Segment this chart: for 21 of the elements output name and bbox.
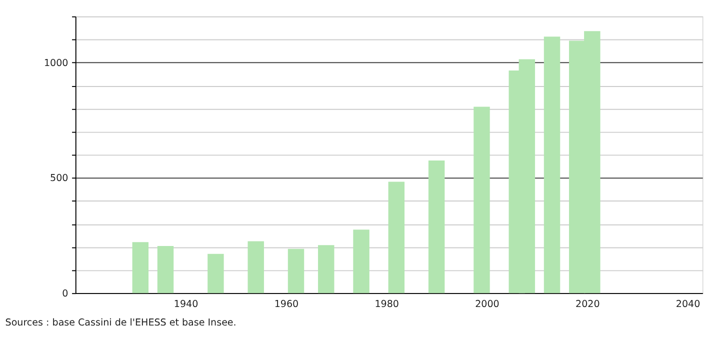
bar <box>248 241 264 294</box>
x-tick-label: 2020 <box>576 298 600 310</box>
bar <box>288 248 304 294</box>
x-tick-label: 2040 <box>676 298 700 310</box>
y-tick-label: 0 <box>62 288 68 300</box>
y-tick-label: 500 <box>50 173 68 184</box>
x-tick-label: 1940 <box>174 298 198 310</box>
x-tick-label: 1980 <box>374 298 399 310</box>
bar <box>132 242 149 294</box>
bar <box>157 246 174 294</box>
x-tick-label: 2000 <box>475 298 500 310</box>
bar <box>208 254 224 294</box>
x-tick-label: 1960 <box>274 298 299 310</box>
y-tick-label: 1000 <box>44 58 68 69</box>
bar <box>544 36 560 294</box>
source-note: Sources : base Cassini de l'EHESS et base Insee. <box>5 318 236 329</box>
bar <box>318 245 334 294</box>
bar <box>353 230 370 294</box>
bar <box>428 160 445 294</box>
bar <box>474 106 490 294</box>
bar <box>388 182 405 294</box>
